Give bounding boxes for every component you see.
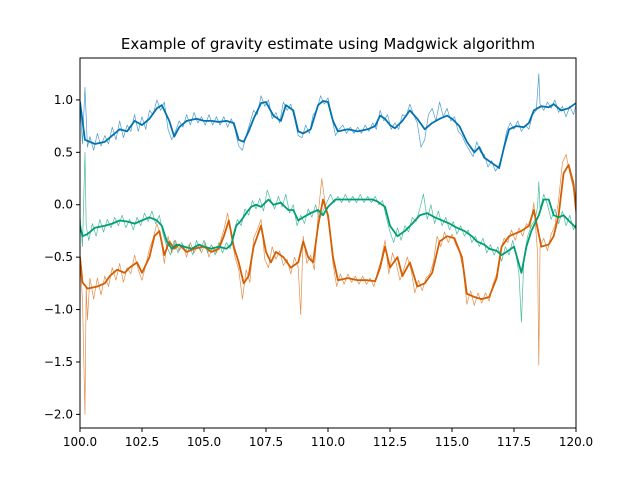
x-tick-label: 115.0 bbox=[435, 435, 469, 449]
y-tick-label: −1.5 bbox=[44, 355, 73, 369]
y-tick-label: −0.5 bbox=[44, 250, 73, 264]
y-tick-label: −1.0 bbox=[44, 303, 73, 317]
y-tick-label: 1.0 bbox=[54, 93, 73, 107]
series-3-raw-line bbox=[80, 151, 576, 323]
y-tick-label: 0.0 bbox=[54, 198, 73, 212]
x-tick-label: 107.5 bbox=[249, 435, 283, 449]
series-1-smoothed-line bbox=[80, 100, 576, 169]
series-3-smoothed-line bbox=[80, 198, 576, 274]
x-tick-label: 105.0 bbox=[187, 435, 221, 449]
x-tick-label: 100.0 bbox=[63, 435, 97, 449]
x-tick-label: 112.5 bbox=[373, 435, 407, 449]
axes-layer: 100.0 102.5 105.0 107.5 110.0 112.5 115.0 117.5… bbox=[44, 57, 593, 449]
chart-title: Example of gravity estimate using Madgwi… bbox=[121, 35, 535, 53]
y-tick-label: −2.0 bbox=[44, 407, 73, 421]
x-tick-label: 120.0 bbox=[559, 435, 593, 449]
x-tick-label: 110.0 bbox=[311, 435, 345, 449]
y-tick-label: 0.5 bbox=[54, 145, 73, 159]
x-tick-label: 117.5 bbox=[497, 435, 531, 449]
x-tick-label: 102.5 bbox=[125, 435, 159, 449]
series-2-smoothed-line bbox=[80, 164, 576, 300]
series-layer bbox=[80, 73, 576, 415]
